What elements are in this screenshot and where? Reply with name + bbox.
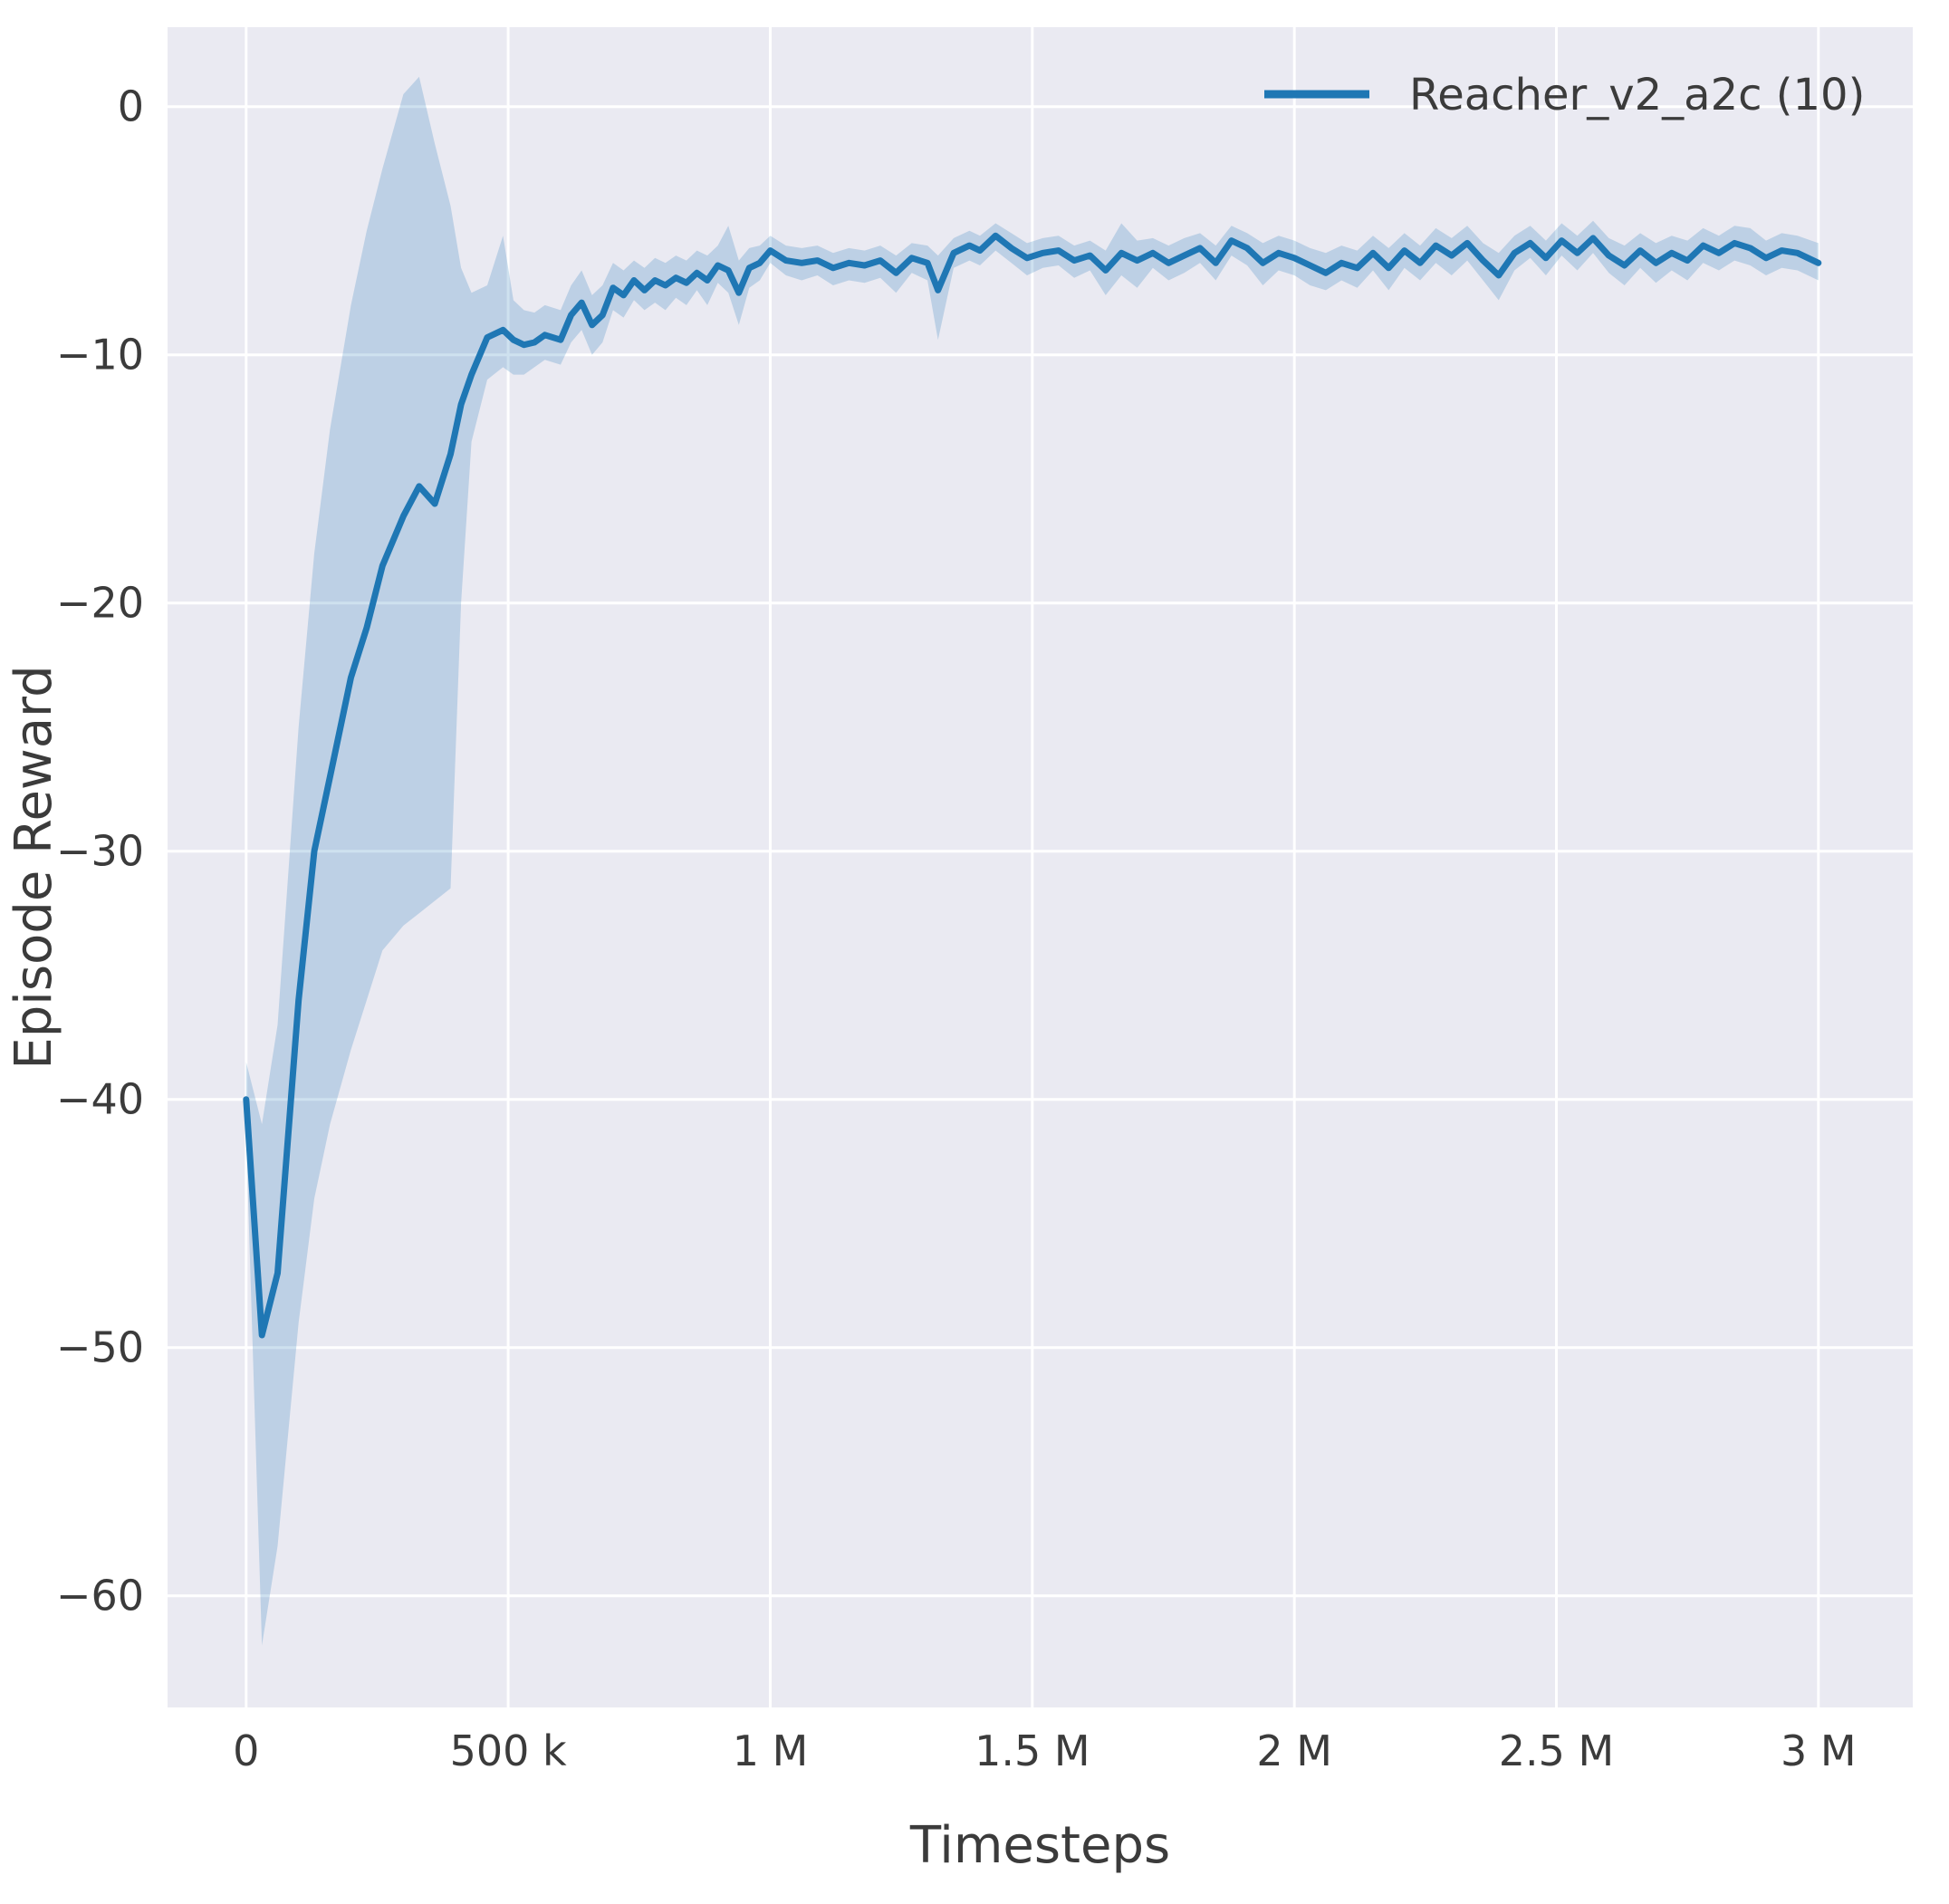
y-tick-label: −50	[56, 1323, 144, 1372]
x-tick-label: 2 M	[1256, 1726, 1332, 1775]
confidence-band	[245, 76, 1819, 1646]
y-tick-label: 0	[118, 82, 144, 131]
y-tick-label: −30	[56, 827, 144, 876]
x-tick-label: 2.5 M	[1499, 1726, 1614, 1775]
x-tick-label: 3 M	[1781, 1726, 1857, 1775]
x-tick-label: 1 M	[733, 1726, 809, 1775]
grid	[168, 27, 1913, 1707]
y-tick-label: −40	[56, 1075, 144, 1124]
y-tick-label: −10	[56, 331, 144, 380]
x-tick-label: 1.5 M	[974, 1726, 1090, 1775]
y-tick-label: −60	[56, 1572, 144, 1620]
series-line	[243, 232, 1822, 1339]
legend: Reacher_v2_a2c (10)	[1264, 70, 1865, 120]
x-tick-label: 500 k	[450, 1726, 567, 1775]
x-axis-label: Timesteps	[909, 1816, 1170, 1875]
y-tick-label: −20	[56, 579, 144, 628]
x-tick-label: 0	[233, 1726, 259, 1775]
plot-background	[168, 27, 1913, 1707]
legend-label: Reacher_v2_a2c (10)	[1409, 70, 1865, 120]
y-tick-labels: 0 −10 −20 −30 −40 −50 −60	[56, 82, 144, 1620]
x-tick-labels: 0 500 k 1 M 1.5 M 2 M 2.5 M 3 M	[233, 1726, 1856, 1775]
y-axis-label: Episode Reward	[5, 665, 63, 1069]
